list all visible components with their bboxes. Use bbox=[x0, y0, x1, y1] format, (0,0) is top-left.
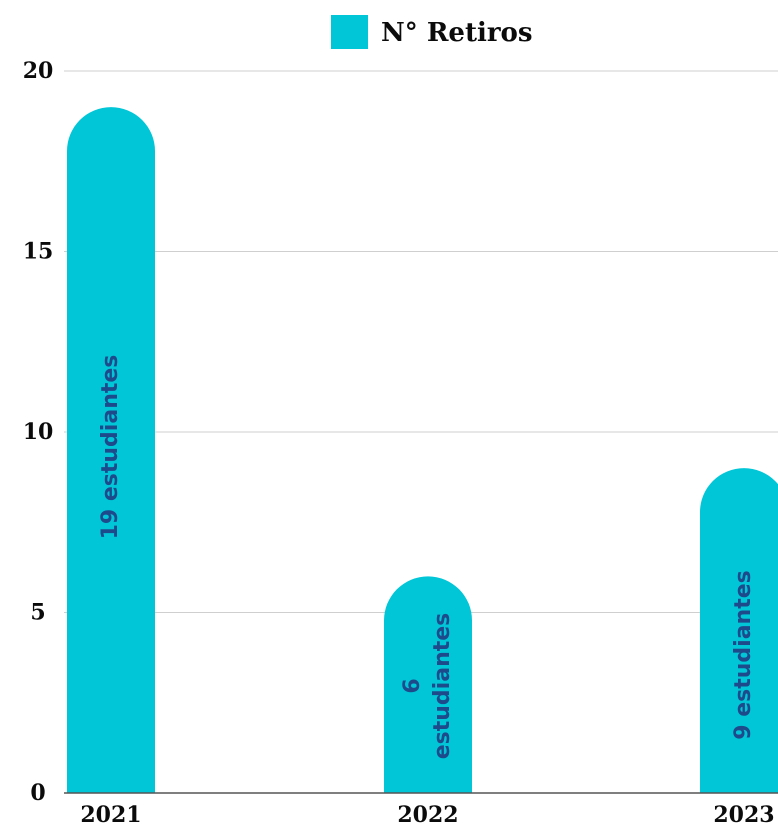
bar-data-label: 9 estudiantes bbox=[731, 570, 756, 740]
grid-lines bbox=[64, 70, 778, 613]
y-tick-label: 10 bbox=[23, 419, 54, 445]
y-tick-label: 0 bbox=[30, 780, 45, 806]
bar bbox=[700, 468, 778, 793]
y-tick-label: 20 bbox=[23, 58, 54, 84]
x-tick-label: 2022 bbox=[397, 802, 458, 828]
bar-data-label: 6 estudiantes bbox=[400, 613, 455, 760]
bar-label-text: 9 estudiantes bbox=[731, 570, 756, 740]
bar-label-text: 19 estudiantes bbox=[98, 355, 123, 540]
x-tick-label: 2023 bbox=[713, 802, 774, 828]
bar bbox=[384, 576, 472, 793]
bar-label-text: estudiantes bbox=[430, 613, 455, 760]
axes: 0 5 10 15 20 2021 2022 2023 bbox=[23, 58, 778, 828]
x-tick-label: 2021 bbox=[80, 802, 141, 828]
bar-data-label: 19 estudiantes bbox=[98, 355, 123, 540]
bar bbox=[67, 107, 155, 794]
bars: 19 estudiantes 6 estudiantes 9 estudiantes bbox=[67, 107, 778, 794]
bar-label-text: 6 bbox=[400, 678, 425, 693]
y-tick-label: 15 bbox=[23, 239, 54, 265]
legend: N° Retiros bbox=[331, 15, 533, 49]
legend-swatch bbox=[331, 15, 368, 49]
y-tick-label: 5 bbox=[30, 600, 45, 626]
legend-label: N° Retiros bbox=[381, 18, 533, 48]
